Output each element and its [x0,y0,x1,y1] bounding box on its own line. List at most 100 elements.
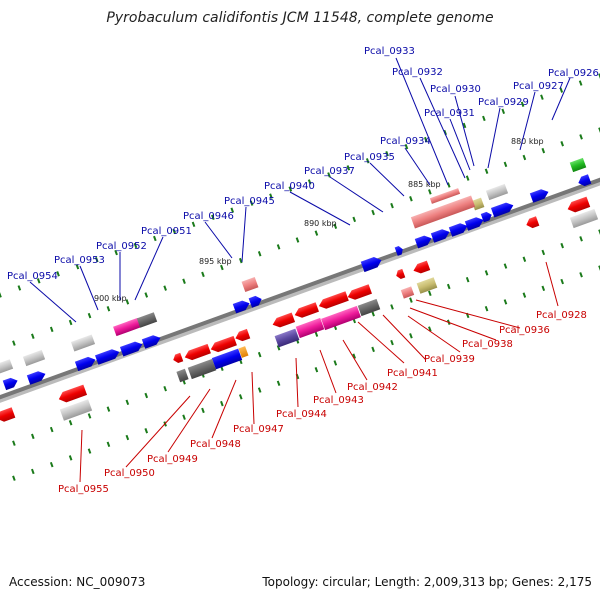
gene-pcal-0930[interactable] [471,197,485,211]
callout-line [167,388,211,453]
gene-pcal-0947b[interactable] [234,328,251,343]
tick-mark [238,394,243,400]
gene-pcal-0955[interactable] [59,399,93,421]
gene-pcal-0955b[interactable] [57,384,88,405]
gene-pcal-0927[interactable] [577,174,592,187]
tick-mark [68,319,73,326]
tick-mark [257,251,262,257]
gene-pcal-0935c[interactable] [464,215,485,231]
gene-pcal-0948b[interactable] [209,335,237,354]
tick-mark [503,263,508,269]
gene-pcal-0953b[interactable] [74,355,97,372]
tick-mark [503,161,508,168]
gene-pcal-0947[interactable] [238,346,249,358]
gene-pcal-0948[interactable] [211,348,243,370]
genome-summary: Topology: circular; Length: 2,009,313 bp… [262,575,592,589]
gene-pcal-0951[interactable] [141,333,162,349]
tick-mark [125,399,130,406]
gene-pcal-0928b[interactable] [566,196,591,215]
tick-mark [446,283,451,290]
tick-mark [578,80,583,86]
tick-mark [579,236,583,242]
gene-pcal-0949[interactable] [187,358,217,380]
gene-pcal-0927b[interactable] [529,187,550,203]
gene-pcal-0944b[interactable] [274,328,300,348]
gene-pcal-0932[interactable] [410,195,476,229]
gene-pcal-0945[interactable] [241,276,259,293]
gene-pcal-0929b[interactable] [490,201,515,218]
gene-pcal-0952[interactable] [113,317,141,337]
tick-mark [49,461,54,468]
tick-mark [12,340,16,346]
gene-pcal-0935b[interactable] [448,221,469,237]
gene-pcal-0936[interactable] [416,277,438,294]
tick-marks [0,73,600,481]
tick-mark [163,285,167,291]
gene-pcal-0952b[interactable] [136,312,158,328]
tick-mark [87,448,92,454]
gene-pcal-0929[interactable] [485,183,509,201]
tick-mark [346,165,351,171]
tick-mark [257,387,262,393]
gene-pcal-0954c[interactable] [2,376,20,391]
gene-pcal-0950[interactable] [176,368,189,383]
tick-mark [598,127,600,133]
callout-lines [29,57,571,483]
accession-label: Accession: NC_009073 [9,575,146,589]
gene-pcal-0926[interactable] [569,157,587,173]
tick-mark [424,136,428,143]
gene-pcal-0941[interactable] [395,268,406,280]
gene-pcal-0951b[interactable] [119,340,144,357]
gene-pcal-0928[interactable] [569,208,599,229]
gene-pcal-0934[interactable] [414,234,433,249]
gene-pcal-0944[interactable] [295,317,325,339]
gene-label-pcal-0945: Pcal_0945 [224,196,275,207]
gene-pcal-0943[interactable] [321,305,361,331]
gene-pcal-0931[interactable] [480,211,493,223]
tick-mark [559,87,564,93]
gene-pcal-0933[interactable] [429,188,461,204]
gene-pcal-0955c[interactable] [0,407,16,423]
tick-mark [560,278,564,285]
tick-mark [125,434,130,441]
gene-pcal-0942[interactable] [357,298,381,317]
tick-mark [36,278,41,284]
callout-line [419,77,466,179]
callout-line [382,314,427,361]
kbp-label-900: 900 kbp [94,294,127,303]
gene-pcal-0946[interactable] [232,299,251,314]
gene-pcal-0954d[interactable] [0,359,14,375]
gene-pcal-0952c[interactable] [95,347,121,365]
gene-pcal-0944e[interactable] [317,291,349,311]
gene-label-pcal-0948: Pcal_0948 [190,439,241,450]
gene-pcal-0937[interactable] [394,245,405,256]
gene-pcal-0935[interactable] [430,227,451,243]
tick-mark [201,271,205,278]
tick-mark [211,214,215,220]
gene-pcal-0944f[interactable] [346,284,372,302]
callout-line [395,57,449,186]
tick-mark [352,216,357,223]
gene-pcal-0940[interactable] [360,255,384,273]
tick-mark [522,256,527,262]
gene-pcal-0946b[interactable] [248,294,264,308]
tick-mark [87,312,92,319]
gene-label-pcal-0951: Pcal_0951 [141,226,192,237]
tick-mark [327,172,331,178]
gene-pcal-0939[interactable] [400,286,415,299]
callout-line [342,339,368,381]
gene-pcal-0950b[interactable] [172,352,184,365]
gene-pcal-0954[interactable] [22,349,46,367]
gene-pcal-0944d[interactable] [293,302,319,320]
gene-pcal-0938[interactable] [412,260,431,276]
tick-mark [31,333,35,339]
gene-pcal-0928c[interactable] [525,216,540,229]
tick-mark [522,292,527,298]
gene-pcal-0953[interactable] [70,334,96,352]
gene-pcal-0944c[interactable] [271,312,296,330]
gene-pcal-0949b[interactable] [183,343,211,362]
tick-mark [541,249,546,256]
gene-pcal-0954b[interactable] [26,369,47,385]
kbp-label-895: 895 kbp [199,257,232,266]
